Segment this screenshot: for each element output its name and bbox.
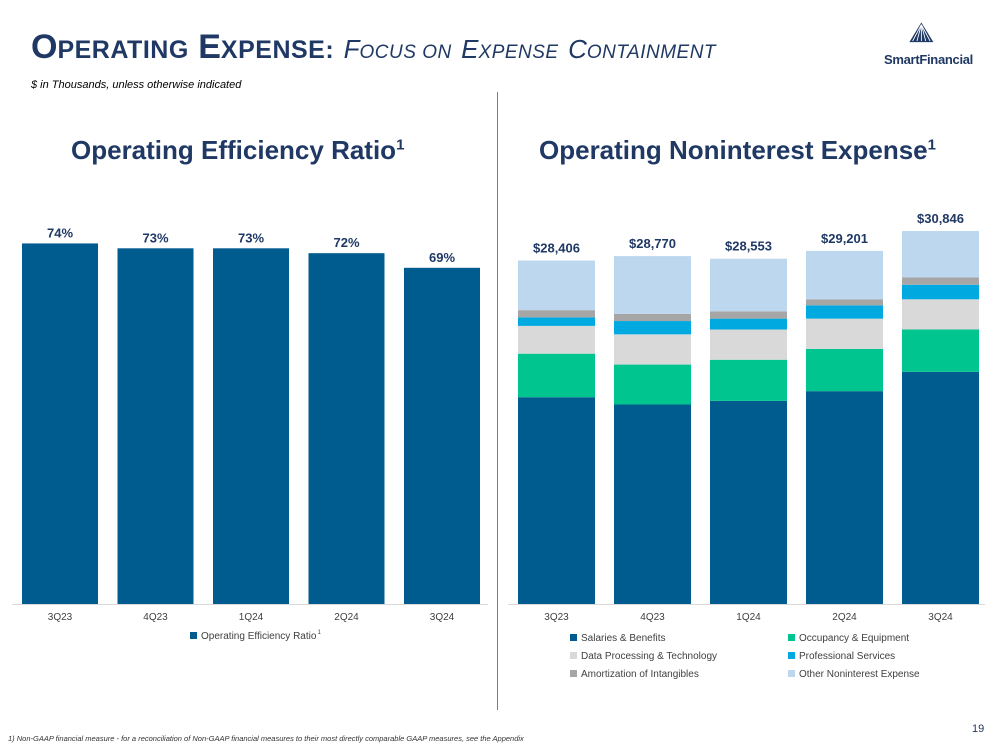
efficiency-tick-label: 4Q23 (143, 612, 168, 623)
efficiency-tick-label: 1Q24 (239, 612, 264, 623)
expense-segment-salaries-3q24 (902, 371, 979, 604)
legend-swatch (570, 651, 577, 659)
legend-label: Salaries & Benefits (581, 633, 666, 644)
expense-total-label: $28,553 (725, 239, 772, 254)
page-title: OPERATING EXPENSE: FOCUS ON EXPENSE CONT… (31, 28, 717, 66)
efficiency-data-label: 73% (238, 230, 264, 245)
expense-segment-occupancy-3q24 (902, 329, 979, 372)
expense-segment-data_processing-1q24 (710, 329, 787, 360)
expense-tick-label: 3Q23 (544, 612, 569, 623)
efficiency-data-label: 72% (333, 235, 359, 250)
expense-segment-data_processing-3q23 (518, 325, 595, 354)
legend-label: Amortization of Intangibles (581, 669, 699, 680)
efficiency-data-label: 74% (47, 225, 73, 240)
expense-segment-occupancy-2q24 (806, 348, 883, 392)
expense-chart-title: Operating Noninterest Expense1 (539, 135, 936, 165)
logo-text: SmartFinancial (884, 52, 973, 67)
expense-segment-salaries-3q23 (518, 397, 595, 604)
expense-segment-other-3q24 (902, 231, 979, 278)
expense-tick-label: 3Q24 (928, 612, 953, 623)
efficiency-tick-label: 2Q24 (334, 612, 359, 623)
expense-segment-occupancy-3q23 (518, 353, 595, 398)
units-note: $ in Thousands, unless otherwise indicat… (31, 79, 242, 91)
page-number: 19 (972, 723, 985, 735)
expense-segment-salaries-1q24 (710, 400, 787, 604)
legend-label: Occupancy & Equipment (799, 633, 910, 644)
legend-swatch (190, 631, 197, 639)
efficiency-chart-title: Operating Efficiency Ratio1 (71, 135, 405, 165)
legend-label: Other Noninterest Expense (799, 669, 920, 680)
panel-divider (497, 92, 498, 710)
legend-item-professional: Professional Services (788, 651, 895, 662)
legend-item-data_processing: Data Processing & Technology (570, 651, 717, 662)
efficiency-bar-3q23 (22, 243, 98, 604)
efficiency-data-label: 73% (142, 230, 168, 245)
legend-item-efficiency: Operating Efficiency Ratio1 (190, 630, 321, 642)
efficiency-bar-2q24 (308, 253, 385, 604)
legend-swatch (788, 633, 795, 641)
legend-item-other: Other Noninterest Expense (788, 669, 920, 680)
efficiency-bar-4q23 (117, 248, 194, 605)
expense-segment-professional-2q24 (806, 305, 883, 319)
expense-tick-label: 2Q24 (832, 612, 857, 623)
expense-segment-other-3q23 (518, 260, 595, 311)
expense-tick-label: 4Q23 (640, 612, 665, 623)
legend-swatch (788, 669, 795, 677)
expense-segment-amortization-4q23 (614, 313, 691, 322)
efficiency-data-label: 69% (429, 250, 455, 265)
efficiency-tick-label: 3Q24 (430, 612, 455, 623)
expense-segment-data_processing-2q24 (806, 318, 883, 349)
expense-segment-occupancy-4q23 (614, 364, 691, 405)
legend-item-salaries: Salaries & Benefits (570, 633, 666, 644)
expense-segment-amortization-3q24 (902, 277, 979, 285)
expense-total-label: $30,846 (917, 211, 964, 226)
expense-segment-data_processing-3q24 (902, 299, 979, 330)
expense-total-label: $28,770 (629, 236, 676, 251)
expense-segment-occupancy-1q24 (710, 359, 787, 401)
expense-segment-amortization-2q24 (806, 299, 883, 306)
efficiency-bar-1q24 (213, 248, 289, 605)
legend-label: Data Processing & Technology (581, 651, 718, 662)
legend-item-amortization: Amortization of Intangibles (570, 669, 699, 680)
expense-segment-data_processing-4q23 (614, 334, 691, 365)
expense-segment-amortization-3q23 (518, 310, 595, 318)
expense-segment-salaries-2q24 (806, 391, 883, 604)
expense-segment-other-4q23 (614, 256, 691, 314)
efficiency-bar-3q24 (404, 267, 480, 604)
expense-segment-professional-3q23 (518, 317, 595, 326)
legend-swatch (570, 633, 577, 641)
footnote: 1) Non-GAAP financial measure - for a re… (8, 734, 524, 743)
expense-segment-professional-3q24 (902, 284, 979, 300)
smartfinancial-logo (909, 22, 934, 43)
expense-segment-professional-4q23 (614, 321, 691, 335)
efficiency-tick-label: 3Q23 (48, 612, 73, 623)
expense-segment-professional-1q24 (710, 318, 787, 330)
expense-segment-other-1q24 (710, 258, 787, 312)
legend-swatch (788, 651, 795, 659)
legend-swatch (570, 669, 577, 677)
expense-segment-other-2q24 (806, 250, 883, 300)
expense-segment-amortization-1q24 (710, 311, 787, 319)
expense-total-label: $29,201 (821, 231, 868, 246)
expense-tick-label: 1Q24 (736, 612, 761, 623)
legend-item-occupancy: Occupancy & Equipment (788, 633, 909, 644)
legend-label: Professional Services (799, 651, 896, 662)
expense-total-label: $28,406 (533, 241, 580, 256)
expense-segment-salaries-4q23 (614, 404, 691, 604)
